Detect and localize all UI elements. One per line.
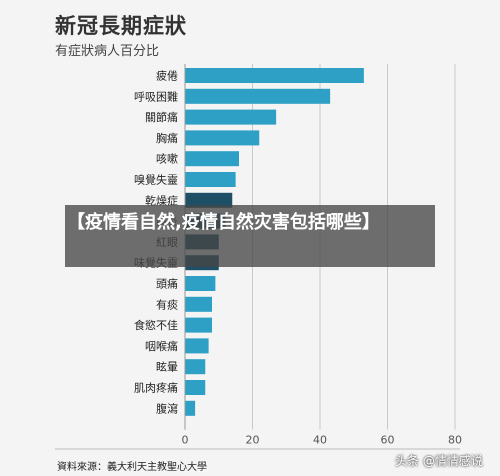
- overlay-banner: [65, 205, 435, 267]
- bar: [185, 130, 260, 146]
- category-label: 嗅覺失靈: [134, 173, 178, 187]
- category-label: 關節痛: [145, 110, 178, 124]
- chart-subtitle: 有症狀病人百分比: [55, 44, 160, 59]
- category-label: 咽喉痛: [145, 339, 178, 353]
- category-label: 頭痛: [156, 277, 178, 291]
- bar: [185, 296, 212, 312]
- bar: [185, 359, 206, 375]
- bar: [185, 88, 331, 104]
- watermark: 头条 @情情感说: [395, 454, 483, 468]
- x-tick-label: 20: [246, 434, 260, 447]
- bar: [185, 192, 233, 208]
- category-label: 眩暈: [156, 360, 178, 374]
- bar: [185, 276, 216, 291]
- bar: [185, 68, 364, 83]
- bar: [185, 380, 206, 395]
- category-label: 肌肉疼痛: [134, 381, 178, 395]
- source-note: 資料來源：義大利天主教聖心大學: [57, 462, 207, 473]
- chart-title: 新冠長期症狀: [55, 14, 187, 38]
- bar: [185, 400, 196, 416]
- category-label: 疲倦: [156, 69, 178, 83]
- bar: [185, 317, 212, 333]
- category-label: 胸痛: [156, 131, 178, 145]
- category-label: 呼吸困難: [134, 90, 178, 103]
- bar: [185, 172, 236, 187]
- category-label: 食慾不佳: [134, 318, 178, 332]
- category-label: 腹瀉: [156, 401, 178, 415]
- category-label: 有痰: [156, 297, 178, 311]
- category-label: 乾燥症: [145, 193, 178, 207]
- bar: [185, 338, 209, 354]
- x-tick-label: 0: [182, 434, 189, 447]
- bar: [185, 109, 277, 125]
- category-label: 咳嗽: [156, 152, 178, 166]
- overlay-text: 【疫情看自然,疫情自然灾害包括哪些】: [67, 212, 380, 233]
- x-tick-label: 80: [448, 434, 462, 447]
- x-tick-label: 40: [313, 434, 327, 447]
- bar: [185, 151, 239, 167]
- x-tick-label: 60: [381, 434, 395, 447]
